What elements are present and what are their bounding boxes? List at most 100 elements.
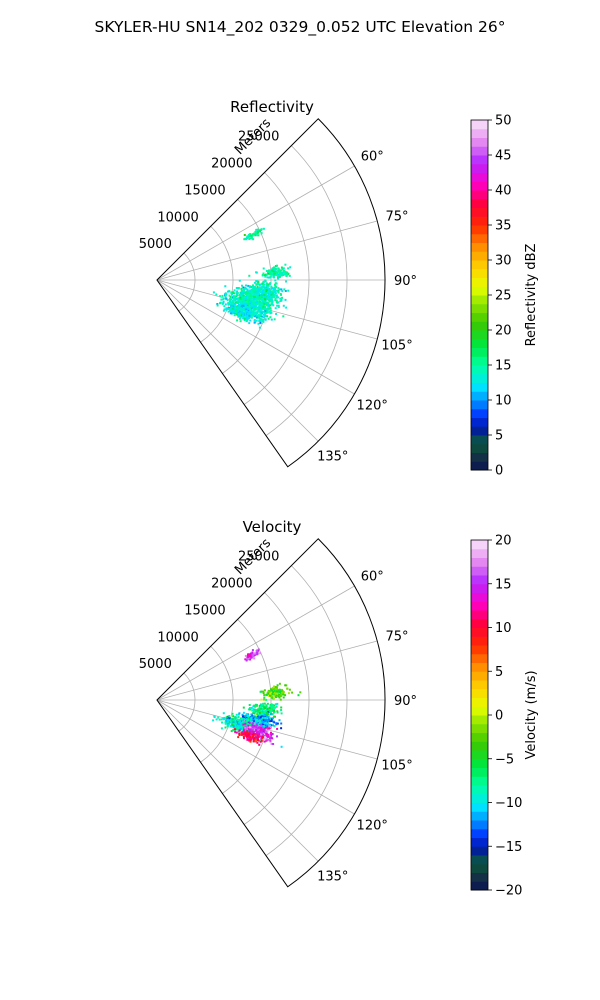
data-pixel: [255, 718, 257, 721]
data-pixel: [271, 717, 274, 720]
colorbar-segment: [471, 128, 488, 138]
data-pixel: [256, 737, 259, 740]
data-pixel: [267, 709, 269, 712]
data-pixel: [256, 306, 259, 309]
data-pixel: [245, 724, 248, 727]
data-pixel: [262, 272, 265, 275]
data-pixel: [258, 308, 260, 311]
data-pixel: [278, 271, 281, 274]
colorbar-segment: [471, 671, 488, 681]
data-pixel: [267, 283, 270, 286]
data-pixel: [245, 308, 248, 311]
data-pixel: [276, 722, 279, 725]
data-pixel: [261, 716, 264, 719]
data-pixel: [272, 295, 275, 298]
data-pixel: [262, 291, 265, 294]
data-pixel: [233, 303, 236, 306]
data-pixel: [263, 711, 266, 714]
data-pixel: [225, 293, 228, 296]
data-pixel: [234, 721, 237, 724]
data-pixel: [283, 273, 286, 276]
data-pixel: [273, 721, 276, 724]
data-pixel: [236, 290, 239, 293]
data-pixel: [262, 305, 265, 308]
data-pixel: [219, 295, 222, 298]
data-pixel: [256, 653, 259, 656]
colorbar-tick-label: 35: [495, 219, 512, 234]
data-pixel: [238, 734, 241, 736]
data-pixel: [267, 284, 270, 287]
data-pixel: [249, 289, 252, 292]
data-pixel: [248, 739, 251, 742]
data-pixel: [245, 659, 248, 662]
data-pixel: [253, 298, 256, 301]
data-pixel: [239, 302, 242, 305]
data-pixel: [238, 712, 241, 715]
colorbar-segment: [471, 636, 488, 646]
data-pixel: [223, 305, 226, 308]
colorbar-segment: [471, 303, 488, 313]
data-pixel: [273, 318, 276, 321]
data-pixel: [258, 326, 261, 329]
data-pixel: [225, 307, 228, 310]
data-pixel: [249, 290, 251, 293]
colorbar-segment: [471, 697, 488, 707]
data-pixel: [264, 714, 267, 716]
data-pixel: [266, 702, 269, 705]
colorbar-segment: [471, 618, 488, 628]
colorbar-segment: [471, 312, 488, 322]
data-pixel: [271, 695, 274, 698]
range-grid-arc: [265, 145, 348, 436]
data-pixel: [271, 689, 273, 692]
colorbar-tick-label: −15: [495, 840, 522, 855]
data-pixel: [243, 730, 246, 732]
data-pixel: [253, 286, 256, 289]
data-pixel: [262, 304, 265, 307]
data-pixel: [247, 284, 250, 287]
data-pixel: [270, 311, 273, 314]
data-pixel: [250, 707, 253, 709]
colorbar-segment: [471, 750, 488, 760]
data-pixel: [264, 286, 266, 289]
colorbar-label: Reflectivity dBZ: [524, 244, 539, 347]
data-pixel: [258, 301, 261, 304]
data-pixel: [224, 294, 227, 297]
data-pixel: [277, 695, 280, 698]
theta-tick-label: 120°: [357, 398, 388, 413]
data-pixel: [260, 307, 263, 310]
data-pixel: [256, 294, 259, 296]
data-pixel: [249, 307, 252, 310]
data-pixel: [255, 283, 258, 286]
data-pixel: [262, 227, 265, 230]
data-pixel: [256, 310, 259, 313]
data-pixel: [250, 733, 253, 736]
data-pixel: [261, 273, 264, 276]
data-pixel: [258, 305, 261, 308]
data-pixel: [263, 733, 266, 736]
data-pixel: [225, 719, 228, 722]
colorbar-segment: [471, 863, 488, 873]
data-pixel: [277, 301, 280, 304]
data-pixel: [261, 289, 264, 292]
data-pixel: [237, 297, 240, 300]
data-pixel: [270, 731, 272, 734]
data-pixel: [253, 652, 256, 655]
data-pixel: [269, 739, 272, 742]
data-pixel: [257, 738, 259, 741]
data-pixel: [239, 303, 242, 306]
data-pixel: [275, 723, 278, 726]
data-pixel: [234, 310, 237, 313]
data-pixel: [271, 692, 274, 695]
data-pixel: [273, 274, 276, 277]
data-pixel: [253, 722, 256, 725]
data-pixel: [266, 292, 269, 294]
data-pixel: [254, 293, 257, 296]
data-pixel: [260, 305, 263, 307]
data-pixel: [251, 735, 254, 738]
data-pixel: [264, 318, 267, 321]
data-pixel: [257, 280, 260, 283]
colorbar-segment: [471, 382, 488, 392]
data-pixel: [266, 708, 269, 710]
data-pixel: [266, 309, 269, 312]
data-pixel: [275, 268, 278, 271]
